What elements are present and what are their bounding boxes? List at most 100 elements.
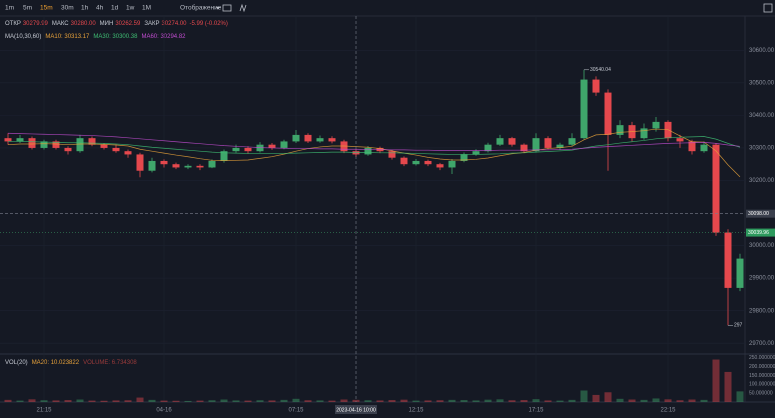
interval-button[interactable]: 1m [5, 5, 14, 12]
candle-body [616, 125, 624, 135]
y-tick-label: 30200.00 [749, 178, 775, 184]
candle-body [400, 157, 408, 165]
volume-bar [388, 400, 396, 402]
volume-bar [616, 398, 624, 402]
ohlc-label: МИН [100, 21, 114, 27]
volume-bar [112, 400, 120, 402]
volume-bar [532, 399, 540, 402]
volume-bar [448, 399, 456, 402]
candle-body [304, 134, 312, 142]
volume-bar [352, 399, 360, 402]
volume-bar [172, 400, 180, 402]
interval-button[interactable]: 15m [40, 5, 53, 12]
volume-bar [640, 399, 648, 402]
ma-title: MA(10,30,60) [5, 34, 41, 40]
candle-body [424, 160, 432, 165]
vol-tick-label: 50.000000 [749, 390, 773, 396]
crosshair-price-box [746, 209, 775, 218]
interval-button[interactable]: 30m [61, 5, 74, 12]
candle-body [64, 147, 72, 152]
interval-button[interactable]: 1h [81, 5, 89, 12]
volume-bar [196, 400, 204, 402]
candle-body [100, 144, 108, 148]
candle-body [328, 138, 336, 142]
y-tick-label: 29800.00 [749, 308, 775, 314]
volume-bar [88, 400, 96, 402]
y-tick-label: 29700.00 [749, 341, 775, 347]
interval-button[interactable]: 5m [23, 5, 32, 12]
menu-caret [216, 7, 220, 10]
volume-bar [424, 400, 432, 402]
vol-tick-label: 150.000000 [749, 373, 775, 379]
candle-body [700, 144, 708, 152]
fullscreen-icon[interactable] [763, 3, 773, 13]
change-value: -5.99 (-0.02%) [190, 21, 228, 27]
volume-bar [496, 399, 504, 402]
x-tick-label: 17:15 [528, 408, 544, 414]
crosshair-price-label: 30098.00 [748, 211, 769, 217]
vol-title: VOL(20) [5, 360, 28, 366]
candle-body [724, 232, 732, 288]
interval-button[interactable]: 1w [126, 5, 135, 12]
volume-bar [28, 399, 36, 402]
candle-body [88, 138, 96, 145]
volume-bar [4, 399, 12, 402]
interval-button[interactable]: 1d [111, 5, 119, 12]
vol-item: MA20: 10.023822 [32, 360, 80, 366]
volume-bar [148, 399, 156, 402]
vol-tick-label: 200.000000 [749, 364, 775, 370]
volume-bar [520, 400, 528, 402]
indicator-icon[interactable] [222, 4, 232, 12]
candle-body [244, 147, 252, 152]
candle-body [460, 154, 468, 161]
candle-body [388, 151, 396, 158]
volume-bar [652, 398, 660, 402]
candle-body [124, 151, 132, 155]
crosshair-time-label: 2023-04-16 10:00 [336, 407, 376, 413]
x-tick-label: 21:15 [36, 408, 52, 414]
volume-bar [76, 399, 84, 402]
volume-bar [244, 400, 252, 402]
candle-body [712, 144, 720, 233]
volume-bar [460, 400, 468, 402]
vol-legend: VOL(20) MA20: 10.023822 VOLUME: 6.734308 [5, 360, 137, 366]
volume-bar [724, 371, 732, 402]
volume-bar [256, 400, 264, 402]
volume-bar [688, 399, 696, 402]
interval-button[interactable]: 4h [96, 5, 104, 12]
candle-body [4, 138, 12, 142]
interval-button[interactable]: 1M [142, 5, 151, 12]
candle-body [436, 164, 444, 168]
candle-body [28, 138, 36, 148]
y-tick-label: 30600.00 [749, 48, 775, 54]
volume-bar [736, 391, 744, 402]
volume-bar [280, 399, 288, 402]
last-price-label: 30039.96 [748, 230, 769, 236]
candle-body [508, 138, 516, 145]
volume-bar [376, 400, 384, 402]
ma-line [7, 132, 741, 151]
volume-bar [316, 400, 324, 402]
compare-icon[interactable] [239, 3, 247, 13]
display-menu[interactable]: Отображение [180, 4, 222, 12]
y-tick-label: 30300.00 [749, 146, 775, 152]
volume-bar [544, 400, 552, 402]
candle-body [220, 151, 228, 161]
candle-body [448, 160, 456, 168]
y-tick-label: 30000.00 [749, 243, 775, 249]
candle-body [652, 121, 660, 129]
candle-body [184, 165, 192, 168]
volume-bar [64, 400, 72, 402]
volume-bar [136, 397, 144, 402]
volume-bar [160, 400, 168, 402]
ohlc-value: 30262.59 [115, 21, 141, 27]
ma-item: MA30: 30300.38 [93, 34, 138, 40]
x-tick-label: 22:15 [660, 408, 676, 414]
volume-bar [508, 400, 516, 402]
ma-item: MA10: 30313.17 [45, 34, 90, 40]
candle-body [412, 160, 420, 165]
candle-body [580, 79, 588, 139]
candle-body [112, 147, 120, 152]
